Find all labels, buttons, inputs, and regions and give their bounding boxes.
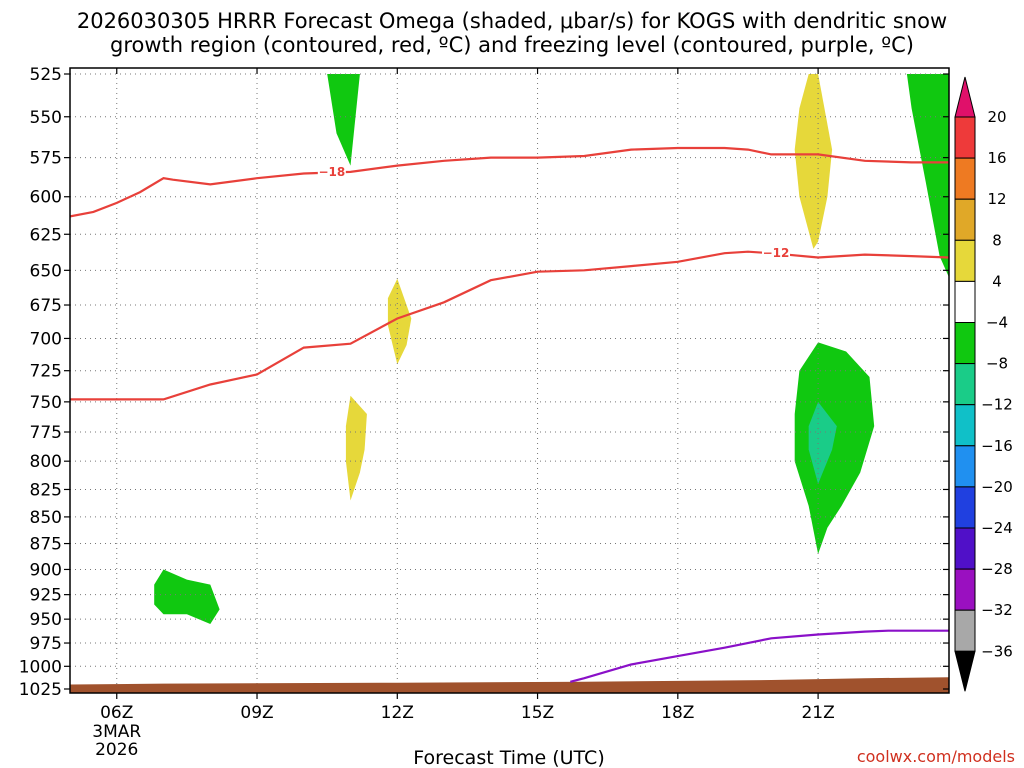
plot-area: −18 −12 525 550 575 600 625 650 675 700 725 750 775 8… <box>19 65 950 760</box>
colorbar-band <box>954 280 976 323</box>
colorbar-top-arrow <box>954 76 976 118</box>
colorbar-label: −8 <box>986 355 1008 373</box>
colorbar-label: 20 <box>987 108 1006 126</box>
colorbar-band <box>954 445 976 488</box>
colorbar-band <box>954 404 976 447</box>
y-tick-label: 525 <box>30 65 62 85</box>
colorbar: 20 16 12 8 4 −4 −8 −12 −16 −20 −24 −28 −32 −36 <box>954 76 1013 692</box>
colorbar-label: 16 <box>987 149 1006 167</box>
y-tick-label: 925 <box>30 586 62 606</box>
x-tick-sublabel: 3MAR <box>92 722 141 742</box>
x-tick-label: 15Z <box>521 703 554 723</box>
y-tick-label: 750 <box>30 393 62 413</box>
colorbar-band <box>954 157 976 200</box>
x-tick-sublabel: 2026 <box>95 740 138 760</box>
contour-line-m12 <box>70 250 949 401</box>
x-tick-label: 18Z <box>661 703 694 723</box>
colorbar-label: −20 <box>981 478 1013 496</box>
colorbar-bottom-arrow <box>954 650 976 692</box>
y-tick-label: 650 <box>30 261 62 281</box>
y-tick-label: 875 <box>30 535 62 555</box>
colorbar-label: −28 <box>981 560 1013 578</box>
contour-label: −18 <box>318 165 345 179</box>
colorbar-band <box>954 239 976 282</box>
colorbar-band <box>954 486 976 529</box>
x-tick-label: 06Z <box>100 703 133 723</box>
colorbar-label: −12 <box>981 396 1013 414</box>
contour-label: −12 <box>763 246 790 260</box>
colorbar-band <box>954 322 976 365</box>
colorbar-label: −4 <box>986 314 1008 332</box>
y-tick-label: 850 <box>30 508 62 528</box>
contour-label-bg <box>762 245 791 261</box>
contour-line-m18 <box>70 146 949 218</box>
omega-shaded-region-6 <box>808 401 837 484</box>
omega-shaded-region-0 <box>327 74 360 166</box>
colorbar-band <box>954 198 976 241</box>
colorbar-label: −24 <box>981 519 1013 537</box>
colorbar-label: 8 <box>992 231 1002 249</box>
x-tick-label: 09Z <box>240 703 273 723</box>
x-axis-label: Forecast Time (UTC) <box>413 747 604 768</box>
plot-frame <box>69 67 950 694</box>
y-tick-label: 725 <box>30 362 62 382</box>
y-tick-label: 575 <box>30 149 62 169</box>
y-tick-label: 550 <box>30 108 62 128</box>
contour-line-0 <box>570 629 949 683</box>
colorbar-label: 12 <box>987 190 1006 208</box>
credit-text: coolwx.com/models <box>857 747 1015 766</box>
chart-title-line1: 2026030305 HRRR Forecast Omega (shaded, … <box>77 9 947 33</box>
y-tick-label: 1025 <box>19 680 62 700</box>
y-tick-label: 900 <box>30 560 62 580</box>
colorbar-label: 4 <box>992 272 1002 290</box>
terrain-fill <box>70 677 949 693</box>
omega-shaded-region-3 <box>387 278 412 365</box>
omega-shaded-region-1 <box>906 74 949 278</box>
y-tick-label: 675 <box>30 296 62 316</box>
chart-title-line2: growth region (contoured, red, ºC) and f… <box>110 33 914 57</box>
y-tick-label: 625 <box>30 225 62 245</box>
contour-label-bg <box>317 163 346 179</box>
plot-contents: −18 −12 <box>70 68 949 693</box>
y-tick-label: 825 <box>30 480 62 500</box>
y-tick-label: 775 <box>30 423 62 443</box>
y-tick-label: 600 <box>30 188 62 208</box>
y-tick-label: 950 <box>30 610 62 630</box>
colorbar-band <box>954 363 976 406</box>
omega-shaded-region-4 <box>345 395 367 501</box>
colorbar-band <box>954 527 976 570</box>
x-tick-label: 12Z <box>381 703 414 723</box>
omega-shaded-region-5 <box>794 342 875 554</box>
y-tick-label: 1000 <box>19 657 62 677</box>
colorbar-label: −32 <box>981 601 1013 619</box>
x-tick-label: 21Z <box>801 703 834 723</box>
y-tick-label: 700 <box>30 329 62 349</box>
colorbar-label: −36 <box>981 642 1013 660</box>
y-tick-label: 800 <box>30 452 62 472</box>
omega-shaded-region-2 <box>794 74 833 249</box>
colorbar-band <box>954 609 976 652</box>
colorbar-band <box>954 116 976 159</box>
colorbar-label: −16 <box>981 437 1013 455</box>
y-tick-label: 975 <box>30 634 62 654</box>
omega-shaded-region-7 <box>154 569 220 624</box>
colorbar-band <box>954 568 976 611</box>
